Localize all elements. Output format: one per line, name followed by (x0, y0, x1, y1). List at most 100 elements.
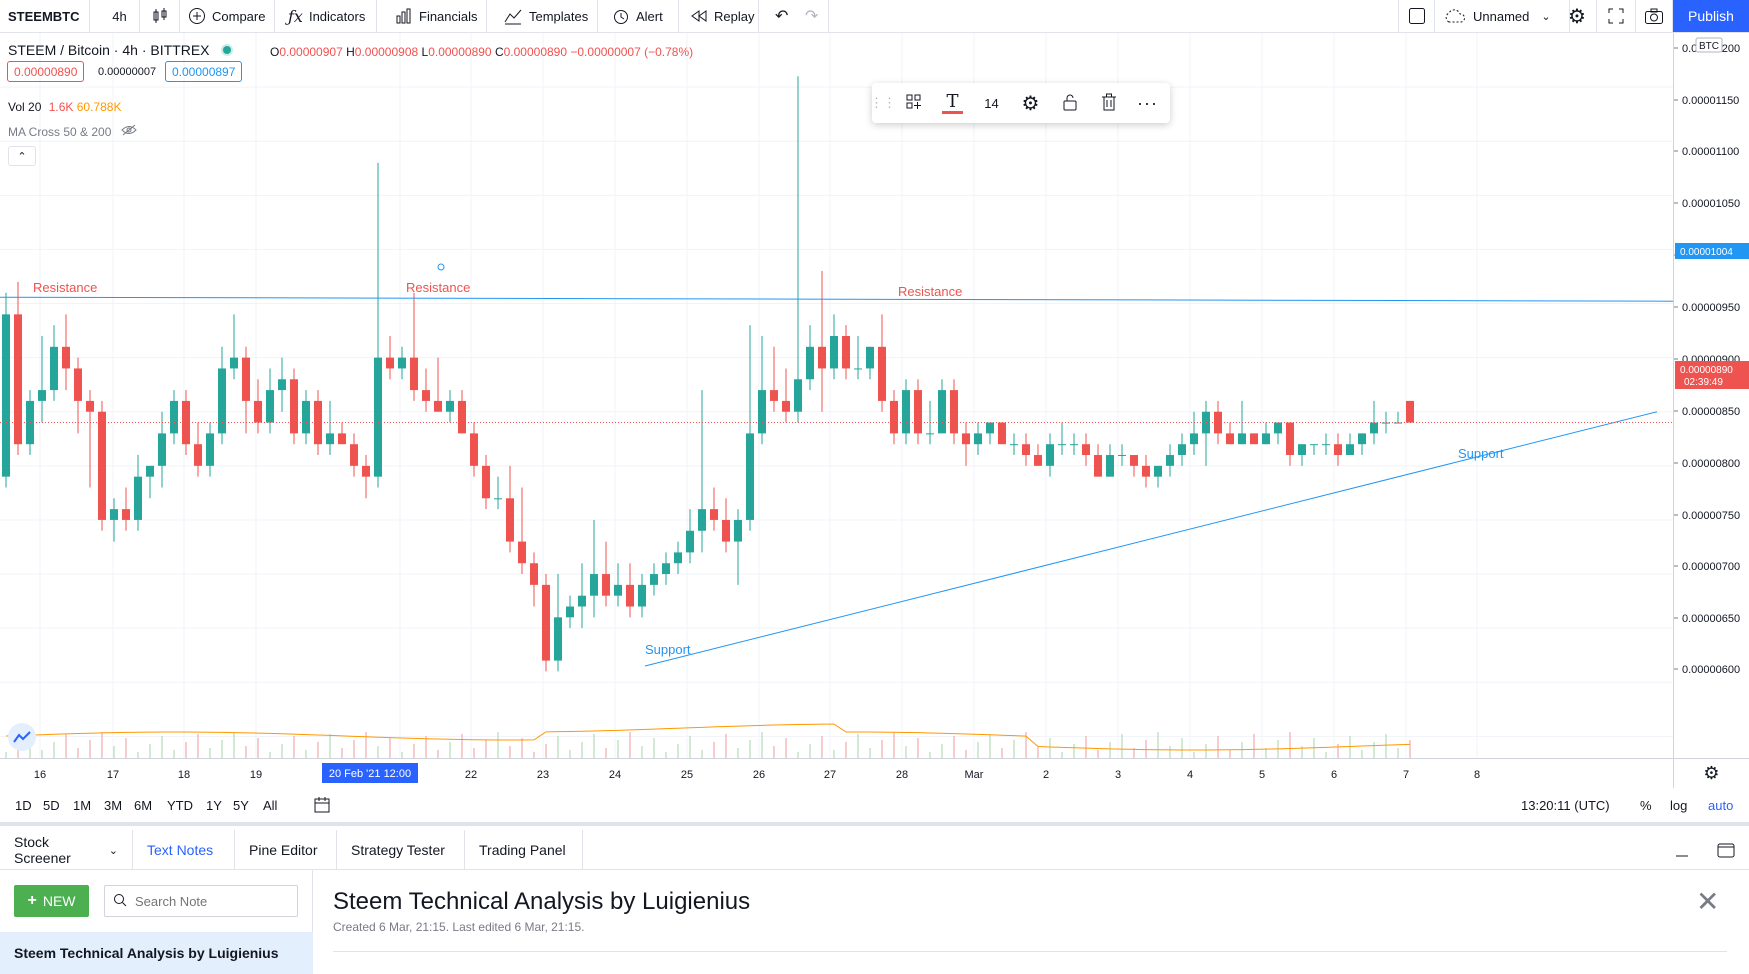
symbol-search[interactable]: STEEMBTC (0, 0, 90, 32)
tab-text-notes[interactable]: Text Notes (133, 830, 235, 870)
gear-icon: ⚙ (1703, 763, 1720, 783)
candle-body (146, 465, 154, 477)
drawing-settings-button[interactable]: ⚙ (1011, 83, 1050, 123)
templates-tool-button[interactable] (894, 83, 933, 123)
function-icon: ƒx (288, 6, 303, 26)
candle-body (14, 314, 22, 445)
price-chart[interactable]: Resistance Resistance Resistance Support Sup… (0, 33, 1674, 758)
financials-button[interactable]: Financials (387, 0, 487, 32)
candle-body (578, 595, 586, 607)
chart-pane[interactable]: Resistance Resistance Resistance Support Sup… (0, 33, 1674, 758)
tradingview-logo-icon[interactable] (8, 723, 36, 751)
percent-toggle[interactable]: % (1640, 798, 1652, 813)
tab-stock-screener[interactable]: Stock Screener ⌄ (0, 830, 133, 870)
note-title[interactable]: Steem Technical Analysis by Luigienius (333, 888, 751, 915)
goto-date-button[interactable] (313, 796, 331, 817)
alert-button[interactable]: Alert (604, 0, 679, 32)
utc-clock[interactable]: 13:20:11 (UTC) (1521, 798, 1610, 813)
publish-button[interactable]: Publish (1673, 0, 1749, 32)
ma-cross-legend: MA Cross 50 & 200 (8, 124, 137, 139)
maximize-panel-button[interactable] (1716, 841, 1736, 859)
close-note-button[interactable]: ✕ (1696, 888, 1719, 916)
fullscreen-button[interactable] (1597, 0, 1636, 32)
bar-chart-icon (395, 7, 413, 25)
tab-trading-panel[interactable]: Trading Panel (465, 830, 583, 870)
range-3m[interactable]: 3M (104, 798, 123, 813)
crosshair-time-tag (322, 763, 418, 783)
resistance-line (0, 296, 1674, 302)
more-button[interactable]: ··· (1128, 83, 1167, 123)
sell-price-chip[interactable]: 0.00000890 (7, 61, 85, 82)
templates-button[interactable]: Templates (495, 0, 598, 32)
range-5d[interactable]: 5D (43, 798, 60, 813)
tab-label: Trading Panel (479, 842, 566, 858)
price-axis[interactable]: 0.000012000.000011500.000011000.00001050… (1673, 33, 1749, 758)
range-6m[interactable]: 6M (134, 798, 153, 813)
buy-price-chip[interactable]: 0.00000897 (165, 61, 243, 82)
resistance-label: Resistance (898, 284, 962, 299)
delete-button[interactable] (1089, 83, 1128, 123)
price-tick-label: 0.00000850 (1682, 406, 1740, 418)
volume-ma-value: 60.788K (76, 100, 122, 114)
gear-icon: ⚙ (1021, 92, 1040, 115)
interval-button[interactable]: 4h (100, 0, 140, 32)
indicators-button[interactable]: ƒx Indicators (280, 0, 377, 32)
new-note-button[interactable]: + NEW (14, 885, 89, 917)
time-tick-label: 8 (1474, 769, 1480, 781)
candle-body (254, 400, 262, 423)
volume-label: Vol 20 (8, 100, 42, 114)
font-size-button[interactable]: 14 (972, 83, 1011, 123)
redo-button[interactable]: ↷ (797, 0, 829, 32)
candle-body (326, 433, 334, 445)
fullscreen-select-button[interactable] (1398, 0, 1435, 32)
price-tick-label: 0.00000800 (1682, 458, 1740, 470)
eye-hidden-icon[interactable] (121, 124, 137, 139)
time-tick-label: 25 (681, 769, 693, 781)
close-icon: ✕ (1696, 886, 1720, 917)
alert-label: Alert (636, 8, 663, 24)
range-all[interactable]: All (263, 798, 278, 813)
candle-body (1082, 444, 1090, 456)
support-label: Support (1458, 446, 1504, 461)
undo-button[interactable]: ↶ (767, 0, 799, 32)
note-list-item[interactable]: Steem Technical Analysis by Luigienius (0, 932, 313, 974)
candle-body (1226, 433, 1234, 445)
minimize-panel-button[interactable] (1672, 842, 1692, 860)
search-note-input[interactable] (135, 893, 285, 909)
replay-button[interactable]: Replay (682, 0, 759, 32)
range-1m[interactable]: 1M (73, 798, 92, 813)
candle-body (1034, 455, 1042, 466)
last-price-label: 0.00000890 (1680, 365, 1733, 376)
range-1y[interactable]: 1Y (206, 798, 222, 813)
plus-circle-icon (188, 7, 206, 25)
text-color-button[interactable]: T (933, 83, 972, 123)
time-axis[interactable]: 161718192122232425262728Mar234567820 Feb… (0, 758, 1673, 788)
layout-menu-button[interactable]: Unnamed ⌄ (1435, 0, 1570, 32)
resistance-label: Resistance (406, 280, 470, 295)
drag-handle-icon[interactable]: ⋮⋮ (870, 95, 896, 110)
time-tick-label: 28 (896, 769, 908, 781)
chart-type-button[interactable] (140, 0, 180, 32)
range-ytd[interactable]: YTD (167, 798, 193, 813)
candle-body (962, 433, 970, 445)
settings-button[interactable]: ⚙ (1558, 0, 1597, 32)
tab-pine-editor[interactable]: Pine Editor (235, 830, 337, 870)
axis-settings-button[interactable]: ⚙ (1673, 758, 1749, 788)
tab-label: Strategy Tester (351, 842, 445, 858)
compare-button[interactable]: Compare (180, 0, 275, 32)
collapse-legend-button[interactable]: ⌃ (8, 146, 36, 166)
last-price-tag (1675, 361, 1749, 389)
candle-body (614, 584, 622, 596)
snapshot-button[interactable] (1636, 0, 1673, 32)
tab-strategy-tester[interactable]: Strategy Tester (337, 830, 465, 870)
grid-plus-icon (905, 93, 923, 114)
candle-body (734, 519, 742, 542)
log-toggle[interactable]: log (1670, 798, 1688, 813)
lock-button[interactable] (1050, 83, 1089, 123)
auto-toggle[interactable]: auto (1708, 798, 1734, 813)
search-note-field[interactable] (104, 885, 298, 917)
range-1d[interactable]: 1D (15, 798, 32, 813)
range-5y[interactable]: 5Y (233, 798, 249, 813)
volume-legend: Vol 20 1.6K 60.788K (8, 100, 121, 114)
candle-body (218, 368, 226, 434)
